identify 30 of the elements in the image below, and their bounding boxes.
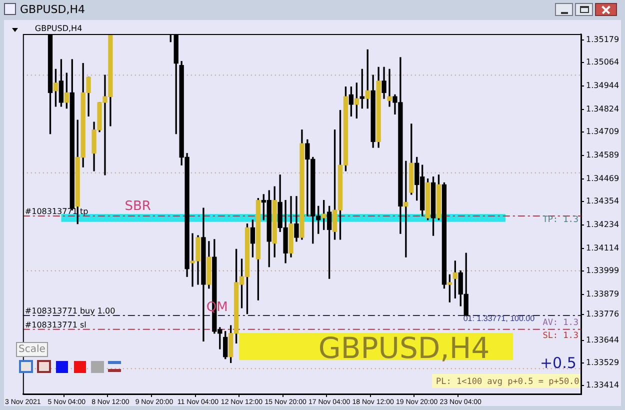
annotation: PL: 1<100 avg p+0.5 = p+50.0 xyxy=(436,377,580,387)
annotation: +0.5 xyxy=(540,354,576,372)
y-tick-label: 1.33879 xyxy=(586,289,620,298)
y-tick-label: 1.34114 xyxy=(586,244,620,253)
y-tick-label: 1.33776 xyxy=(586,310,620,319)
annotation: Scale xyxy=(16,342,48,357)
ref-line-label: #108313771 tp xyxy=(24,206,88,216)
y-tick-label: 1.33644 xyxy=(586,335,620,344)
ref-line-label: #108313771 buy 1.00 xyxy=(24,306,116,316)
y-tick-label: 1.35179 xyxy=(586,35,620,44)
y-tick-label: 1.34824 xyxy=(586,104,620,114)
annotation: TP: 1.3 xyxy=(542,215,579,225)
y-tick-label: 1.33529 xyxy=(586,358,620,367)
y-tick-label: 1.35064 xyxy=(586,58,620,67)
band-label: SBR xyxy=(124,199,151,214)
y-tick-label: 1.34354 xyxy=(586,196,620,206)
ref-line-label: #108313771 sl xyxy=(24,320,86,330)
chart-title: GBPUSD,H4 xyxy=(20,3,85,16)
y-tick-label: 1.33414 xyxy=(586,380,620,390)
y-tick-label: 1.34709 xyxy=(586,127,620,136)
annotation: AV: 1.3 xyxy=(542,318,579,328)
chart-subtitle: GBPUSD,H4 xyxy=(34,24,82,33)
y-tick-label: 1.34589 xyxy=(586,150,620,160)
y-tick-label: 1.33999 xyxy=(586,266,620,276)
annotation: 01: 1.33771, 100.00 xyxy=(463,314,536,323)
annotation: SL: 1.3 xyxy=(542,331,579,341)
y-tick-label: 1.34469 xyxy=(586,174,620,184)
y-tick-label: 1.34944 xyxy=(586,81,620,90)
annotation: GBPUSD,H4 xyxy=(318,331,490,365)
y-tick-label: 1.34234 xyxy=(586,220,620,230)
